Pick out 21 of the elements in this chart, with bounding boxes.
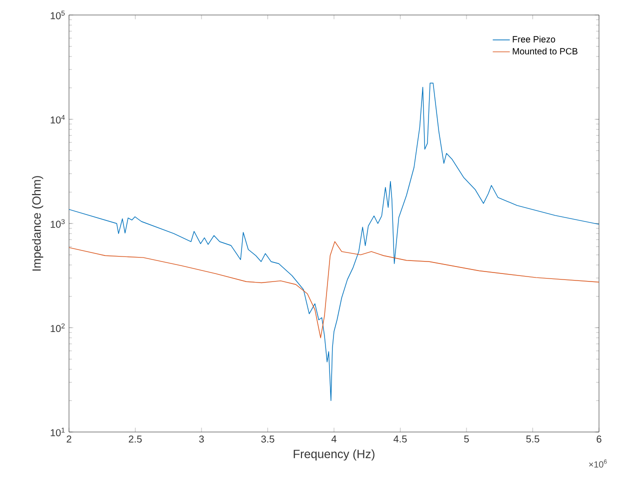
x-tick-label: 2 — [66, 436, 72, 442]
y-tick-label: 10$^{3}$ — [50, 219, 65, 228]
y-tick-label: 10$^{2}$ — [50, 323, 65, 332]
x-axis-title: Frequency (Hz) — [294, 449, 374, 461]
text: ×10$^{6}$ — [589, 460, 607, 468]
x-tick-label: 3.5 — [261, 436, 274, 443]
x-tick-label: 2.5 — [128, 436, 142, 443]
line-series — [69, 241, 599, 338]
x-tick-label: 4.5 — [394, 436, 407, 442]
legend-label: Free Piezo — [512, 36, 556, 42]
x-tick-label: 3 — [199, 436, 204, 443]
y-tick-label: 10$^{1}$ — [50, 428, 65, 436]
x-tick-label: 6 — [596, 436, 602, 443]
x-tick-label: 4 — [331, 436, 336, 442]
line-series — [69, 82, 599, 401]
legend-label: Mounted to PCB — [512, 48, 578, 54]
x-tick-label: 5.5 — [526, 436, 540, 442]
y-axis-title: Impedance (Ohm) — [32, 176, 44, 271]
y-tick-label: 10$^{5}$ — [50, 10, 65, 20]
x-tick-label: 5 — [464, 436, 469, 442]
y-tick-label: 10$^{4}$ — [50, 114, 65, 124]
